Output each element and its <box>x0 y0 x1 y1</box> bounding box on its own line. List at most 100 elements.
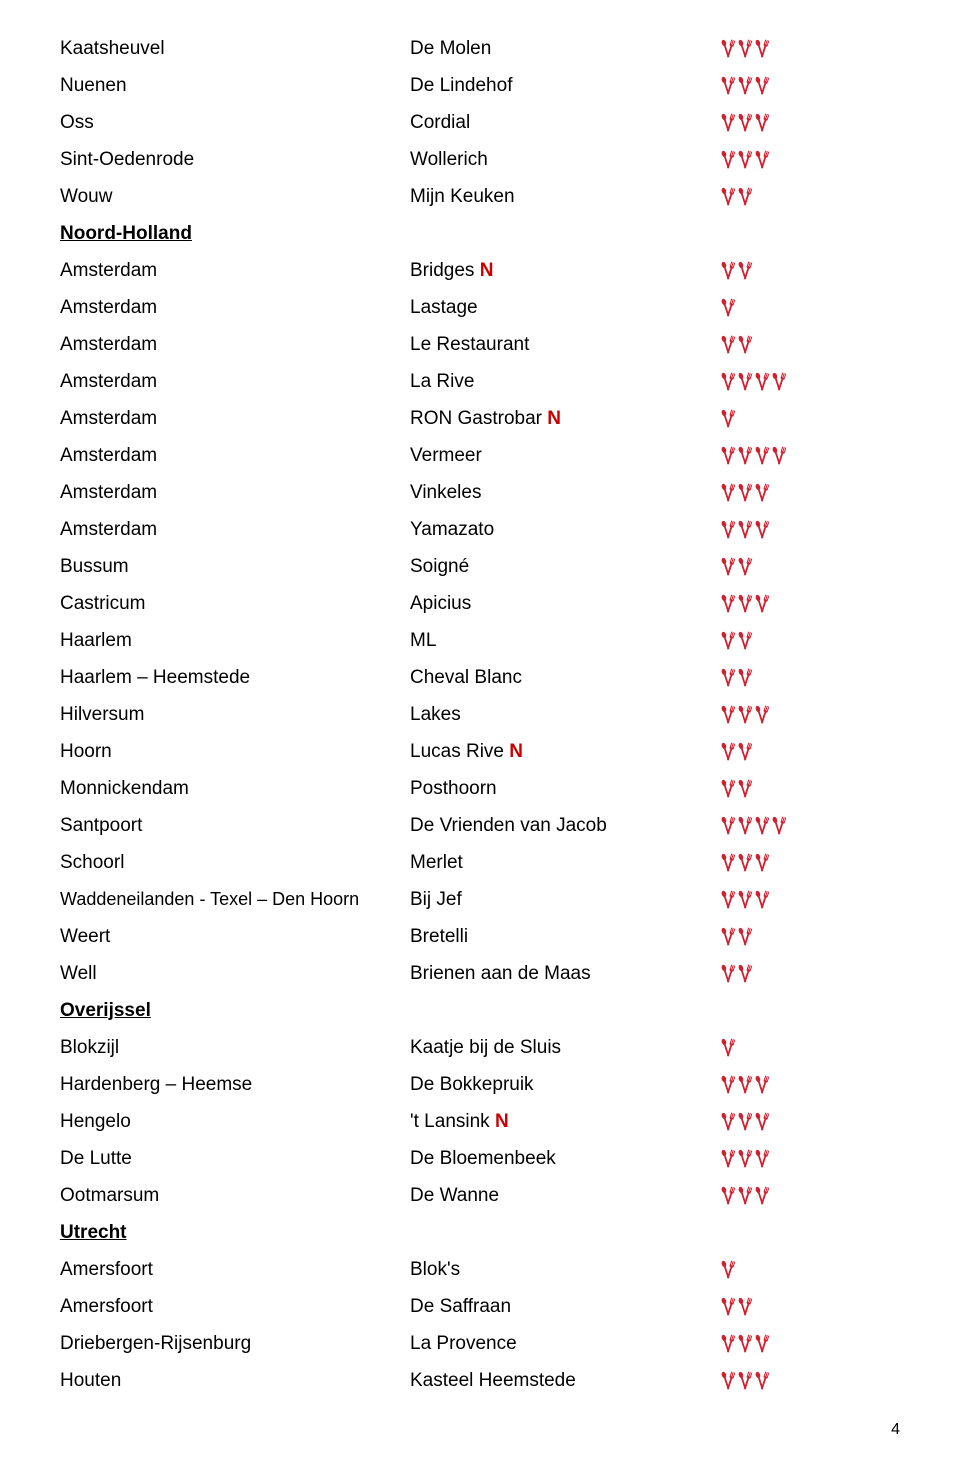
couvert-icon <box>720 593 736 615</box>
couvert-icon <box>720 1259 736 1281</box>
couvert-icon <box>754 38 770 60</box>
region-heading: Overijssel <box>60 1000 410 1022</box>
couvert-icon <box>771 371 787 393</box>
table-row: Utrecht <box>60 1214 900 1251</box>
restaurant-name: De Saffraan <box>410 1296 720 1318</box>
restaurant-label: De Molen <box>410 38 491 59</box>
restaurant-name: Vinkeles <box>410 482 720 504</box>
restaurant-name: Merlet <box>410 852 720 874</box>
rating-icons <box>720 815 787 837</box>
city-name: De Lutte <box>60 1148 410 1170</box>
rating-icons <box>720 297 736 319</box>
couvert-icon <box>720 778 736 800</box>
new-badge: N <box>547 408 561 429</box>
couvert-icon <box>720 371 736 393</box>
restaurant-name: Bridges N <box>410 260 720 282</box>
couvert-icon <box>737 371 753 393</box>
restaurant-label: Apicius <box>410 593 471 614</box>
couvert-icon <box>754 1370 770 1392</box>
couvert-icon <box>720 445 736 467</box>
restaurant-name: Posthoorn <box>410 778 720 800</box>
city-name: Driebergen-Rijsenburg <box>60 1333 410 1355</box>
city-name: Haarlem – Heemstede <box>60 667 410 689</box>
couvert-icon <box>720 630 736 652</box>
rating-icons <box>720 704 770 726</box>
restaurant-label: Wollerich <box>410 149 488 170</box>
city-name: Well <box>60 963 410 985</box>
rating-icons <box>720 593 770 615</box>
restaurant-name: Kasteel Heemstede <box>410 1370 720 1392</box>
couvert-icon <box>754 704 770 726</box>
couvert-icon <box>771 815 787 837</box>
restaurant-label: Kasteel Heemstede <box>410 1370 576 1391</box>
couvert-icon <box>754 519 770 541</box>
couvert-icon <box>737 1148 753 1170</box>
rating-icons <box>720 741 753 763</box>
rating-icons <box>720 1333 770 1355</box>
restaurant-label: Vinkeles <box>410 482 481 503</box>
restaurant-name: La Provence <box>410 1333 720 1355</box>
new-badge: N <box>495 1111 509 1132</box>
rating-icons <box>720 1111 770 1133</box>
table-row: BlokzijlKaatje bij de Sluis <box>60 1029 900 1066</box>
new-badge: N <box>509 741 523 762</box>
couvert-icon <box>720 260 736 282</box>
city-name: Waddeneilanden - Texel – Den Hoorn <box>60 889 410 910</box>
table-row: HoutenKasteel Heemstede <box>60 1362 900 1399</box>
restaurant-name: Soigné <box>410 556 720 578</box>
rating-icons <box>720 334 753 356</box>
couvert-icon <box>720 741 736 763</box>
couvert-icon <box>737 38 753 60</box>
couvert-icon <box>720 1370 736 1392</box>
restaurant-label: Yamazato <box>410 519 494 540</box>
restaurant-label: Cheval Blanc <box>410 667 522 688</box>
rating-icons <box>720 1296 753 1318</box>
couvert-icon <box>720 519 736 541</box>
table-row: OotmarsumDe Wanne <box>60 1177 900 1214</box>
rating-icons <box>720 1037 736 1059</box>
couvert-icon <box>754 1148 770 1170</box>
restaurant-label: La Rive <box>410 371 474 392</box>
restaurant-label: De Bokkepruik <box>410 1074 534 1095</box>
rating-icons <box>720 186 753 208</box>
city-name: Amsterdam <box>60 371 410 393</box>
couvert-icon <box>737 75 753 97</box>
restaurant-label: Le Restaurant <box>410 334 529 355</box>
city-name: Kaatsheuvel <box>60 38 410 60</box>
table-row: HoornLucas Rive N <box>60 733 900 770</box>
restaurant-label: Mijn Keuken <box>410 186 515 207</box>
restaurant-name: Vermeer <box>410 445 720 467</box>
table-row: AmsterdamVinkeles <box>60 474 900 511</box>
restaurant-name: Cheval Blanc <box>410 667 720 689</box>
couvert-icon <box>737 630 753 652</box>
rating-icons <box>720 1185 770 1207</box>
table-row: AmsterdamBridges N <box>60 252 900 289</box>
restaurant-label: De Saffraan <box>410 1296 511 1317</box>
couvert-icon <box>737 1333 753 1355</box>
city-name: Monnickendam <box>60 778 410 800</box>
couvert-icon <box>720 889 736 911</box>
table-row: Sint-OedenrodeWollerich <box>60 141 900 178</box>
restaurant-label: Lastage <box>410 297 478 318</box>
couvert-icon <box>754 1333 770 1355</box>
couvert-icon <box>737 1185 753 1207</box>
restaurant-label: De Bloemenbeek <box>410 1148 556 1169</box>
restaurant-table: KaatsheuvelDe Molen <box>60 30 900 1399</box>
city-name: Hardenberg – Heemse <box>60 1074 410 1096</box>
restaurant-name: ML <box>410 630 720 652</box>
city-name: Weert <box>60 926 410 948</box>
couvert-icon <box>720 334 736 356</box>
table-row: Waddeneilanden - Texel – Den HoornBij Je… <box>60 881 900 918</box>
rating-icons <box>720 38 770 60</box>
rating-icons <box>720 852 770 874</box>
rating-icons <box>720 75 770 97</box>
couvert-icon <box>720 75 736 97</box>
restaurant-label: ML <box>410 630 436 651</box>
couvert-icon <box>754 889 770 911</box>
couvert-icon <box>737 149 753 171</box>
restaurant-name: Mijn Keuken <box>410 186 720 208</box>
table-row: HilversumLakes <box>60 696 900 733</box>
table-row: CastricumApicius <box>60 585 900 622</box>
couvert-icon <box>737 556 753 578</box>
couvert-icon <box>720 297 736 319</box>
